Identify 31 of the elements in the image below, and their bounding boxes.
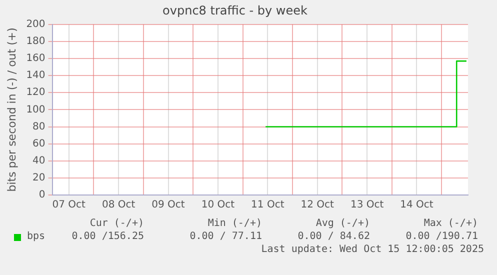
text: 0.00 /156.25 [72, 231, 144, 242]
text: 0.00 /190.71 [406, 231, 478, 242]
y-tick-label: 40 [32, 155, 46, 166]
text: Cur (-/+) [90, 218, 144, 229]
x-tick-label: 13 Oct [350, 200, 384, 211]
x-tick-label: 09 Oct [152, 200, 185, 211]
text: Max (-/+) [424, 218, 478, 229]
y-tick-label: 80 [32, 121, 46, 132]
x-tick-label: 14 Oct [400, 200, 434, 211]
x-tick-label: 12 Oct [300, 200, 334, 211]
y-tick-label: 200 [26, 18, 46, 30]
text: Min (-/+) [208, 218, 262, 229]
chart-title: ovpnc8 traffic - by week [162, 3, 308, 18]
y-tick-label: 180 [26, 36, 46, 48]
y-tick-label: 160 [26, 53, 46, 64]
y-tick-label: 100 [26, 104, 46, 116]
text: Last update: Wed Oct 15 12:00:05 2025 [261, 244, 484, 255]
text: Avg (-/+) [316, 218, 370, 229]
y-tick-label: 0 [38, 190, 46, 201]
y-tick-label: 140 [26, 70, 46, 82]
y-tick-label: 20 [32, 172, 46, 184]
x-tick-label: 10 Oct [201, 200, 235, 211]
y-tick-label: 60 [32, 138, 46, 150]
y-axis-title: bits per second in (-) / out (+) [5, 28, 18, 192]
x-tick-label: 08 Oct [102, 200, 136, 211]
y-tick-label: 120 [26, 87, 46, 98]
legend-label: bps [27, 231, 46, 242]
x-tick-label: 11 Oct [251, 200, 284, 211]
x-tick-label: 07 Oct [52, 200, 86, 211]
text: 0.00 / 84.62 [298, 231, 370, 242]
text: 0.00 / 77.11 [190, 231, 262, 242]
